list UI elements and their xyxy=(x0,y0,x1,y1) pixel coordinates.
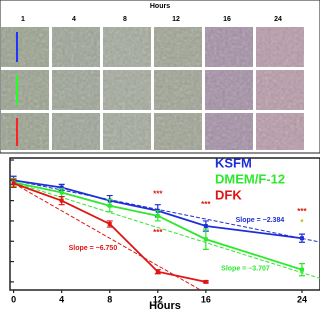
annotation: *** xyxy=(297,207,307,216)
column-label: 12 xyxy=(172,16,180,23)
micrograph-texture xyxy=(205,27,253,67)
micrograph-texture xyxy=(154,113,202,150)
micrograph-texture xyxy=(256,27,304,67)
marker xyxy=(59,198,64,203)
column-label: 24 xyxy=(274,16,282,23)
marker xyxy=(203,237,208,242)
marker xyxy=(155,269,160,274)
marker xyxy=(11,181,16,186)
micrograph-texture xyxy=(154,70,202,110)
series-line xyxy=(13,179,303,240)
micrograph-texture xyxy=(52,70,100,110)
marker xyxy=(299,267,304,272)
marker xyxy=(155,213,160,218)
micrograph-texture xyxy=(205,70,253,110)
x-tick-label: 0 xyxy=(11,294,16,304)
column-label: 8 xyxy=(123,16,127,23)
annotation: * xyxy=(300,218,304,227)
micrograph-texture xyxy=(52,113,100,150)
x-tick-label: 12 xyxy=(153,294,163,304)
legend-label: KSFM xyxy=(215,155,252,170)
annotation: *** xyxy=(153,190,163,199)
micrograph-texture xyxy=(103,113,151,150)
annotation: *** xyxy=(201,200,211,209)
annotation: Slope = −2.384 xyxy=(236,217,285,224)
fit-line xyxy=(13,182,202,290)
legend-label: DMEM/F-12 xyxy=(215,171,285,186)
annotation: *** xyxy=(153,228,163,237)
marker xyxy=(107,222,112,226)
fit-line xyxy=(13,181,320,279)
marker xyxy=(203,224,208,229)
column-label: 16 xyxy=(223,16,231,23)
x-axis-label: Hours xyxy=(149,300,181,312)
micrograph-texture xyxy=(1,70,49,110)
series-line xyxy=(13,181,303,271)
marker xyxy=(59,185,64,190)
annotation: Slope = −6.750 xyxy=(69,245,118,252)
marker xyxy=(107,203,112,208)
column-label: 1 xyxy=(21,16,25,23)
plot-frame xyxy=(9,157,320,291)
micrograph-texture xyxy=(154,27,202,67)
micrograph-texture xyxy=(256,113,304,150)
x-tick-label: 8 xyxy=(107,294,112,304)
fit-line xyxy=(13,179,320,243)
x-tick-label: 4 xyxy=(59,294,64,304)
micrograph-texture xyxy=(205,113,253,150)
marker xyxy=(59,190,64,195)
marker xyxy=(203,279,208,284)
micrograph-texture xyxy=(103,70,151,110)
marker xyxy=(299,236,304,241)
micrograph-texture xyxy=(1,113,49,150)
micrograph-texture xyxy=(103,27,151,67)
legend-label: DFK xyxy=(215,187,242,202)
micrograph-texture xyxy=(256,70,304,110)
micrograph-texture xyxy=(52,27,100,67)
column-label: 4 xyxy=(72,16,76,23)
micrograph-texture xyxy=(1,27,49,67)
annotation: Slope = −3.707 xyxy=(221,266,270,273)
panel-title: Hours xyxy=(150,3,170,10)
x-tick-label: 16 xyxy=(201,294,211,304)
x-tick-label: 24 xyxy=(297,294,307,304)
